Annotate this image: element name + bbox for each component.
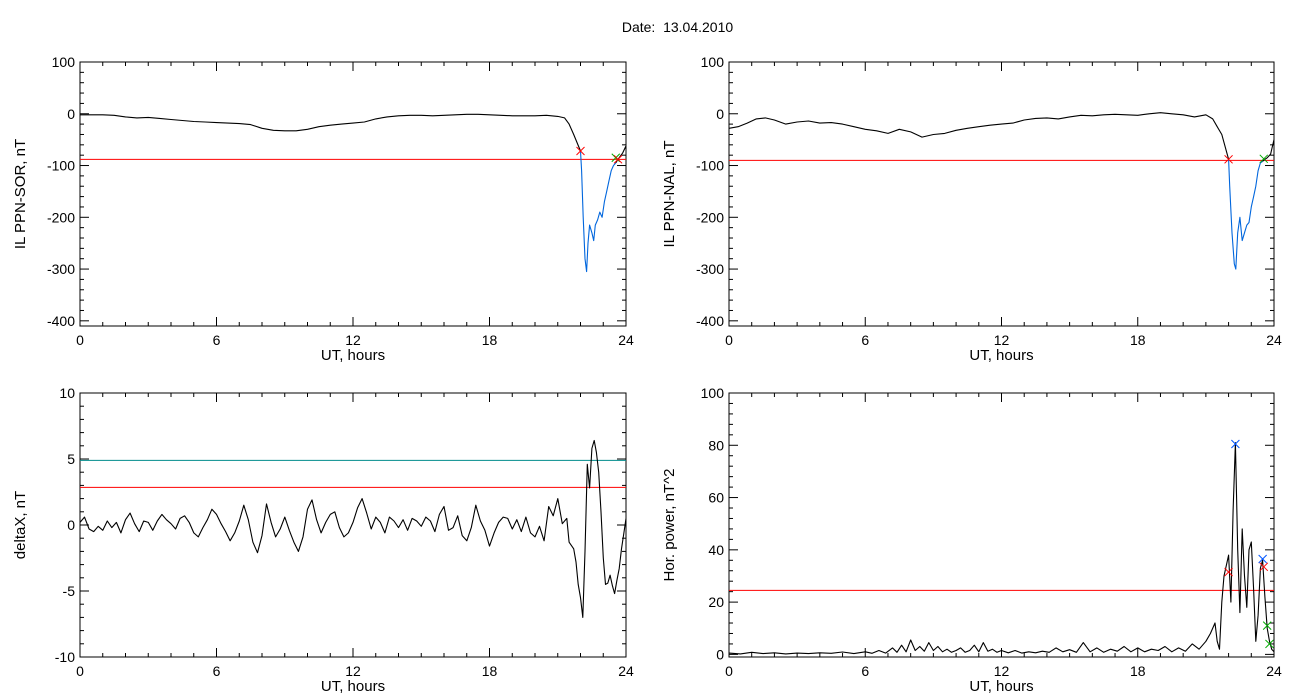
plot-frame bbox=[79, 61, 627, 327]
y-tick-label: 0 bbox=[716, 106, 724, 122]
marker-red bbox=[576, 146, 585, 156]
marker-red bbox=[1224, 567, 1233, 577]
marker-blue bbox=[1231, 439, 1240, 449]
x-tick-label: 12 bbox=[994, 332, 1010, 348]
x-tick-label: 18 bbox=[1130, 332, 1146, 348]
x-tick-label: 24 bbox=[1266, 663, 1282, 679]
y-tick-label: -5 bbox=[63, 583, 76, 599]
x-tick-label: 0 bbox=[76, 663, 84, 679]
panel-il-ppn-nal: 0 6 12 18 24 100 0 -100 -200 -300 -400 UT, hours IL … bbox=[661, 54, 1282, 364]
x-tick-label: 24 bbox=[618, 663, 634, 679]
marker-red bbox=[1259, 562, 1269, 572]
series-line-black-2 bbox=[1262, 139, 1274, 162]
y-tick-label: -200 bbox=[47, 209, 75, 225]
panel-hor-power: 0 6 12 18 24 100 80 60 40 20 0 UT, hours Hor. power,… bbox=[661, 385, 1282, 695]
x-tick-label: 12 bbox=[345, 332, 361, 348]
x-axis-title: UT, hours bbox=[969, 678, 1033, 695]
y-tick-label: 5 bbox=[67, 451, 75, 467]
y-tick-label: 60 bbox=[708, 490, 724, 506]
plot-frame bbox=[728, 61, 1275, 327]
x-tick-label: 18 bbox=[482, 332, 498, 348]
marker-green bbox=[1259, 154, 1269, 164]
x-axis-title: UT, hours bbox=[321, 347, 385, 364]
panel-il-ppn-sor: 0 6 12 18 24 100 0 -100 -200 -300 -400 UT, hours IL … bbox=[12, 54, 634, 364]
panel-deltax: 0 6 12 18 24 10 5 0 -5 -10 UT, hours deltaX, nT bbox=[12, 385, 634, 695]
y-tick-label: -300 bbox=[47, 261, 75, 277]
y-tick-label: 100 bbox=[701, 385, 725, 401]
y-tick-label: 100 bbox=[701, 54, 725, 70]
x-tick-label: 6 bbox=[213, 663, 221, 679]
marker-green bbox=[611, 153, 621, 163]
y-tick-label: 40 bbox=[708, 542, 724, 558]
y-axis-title: deltaX, nT bbox=[12, 491, 29, 559]
marker-green bbox=[1265, 639, 1274, 649]
x-tick-label: 24 bbox=[1266, 332, 1282, 348]
series-line-blue-1 bbox=[1228, 159, 1263, 270]
x-tick-label: 18 bbox=[482, 663, 498, 679]
y-tick-label: -400 bbox=[696, 313, 724, 329]
marker-red bbox=[1224, 154, 1233, 164]
x-tick-label: 6 bbox=[861, 663, 869, 679]
y-tick-label: 0 bbox=[716, 646, 724, 662]
x-tick-label: 18 bbox=[1130, 663, 1146, 679]
x-tick-label: 0 bbox=[76, 332, 84, 348]
x-axis-title: UT, hours bbox=[969, 347, 1033, 364]
series-line-black-0 bbox=[80, 113, 582, 152]
marker-red bbox=[613, 154, 623, 164]
plot-frame bbox=[728, 392, 1275, 658]
x-axis-title: UT, hours bbox=[321, 678, 385, 695]
y-tick-label: -100 bbox=[47, 158, 75, 174]
y-axis-title: IL PPN-SOR, nT bbox=[12, 139, 29, 249]
x-tick-label: 0 bbox=[725, 332, 733, 348]
y-tick-label: 0 bbox=[67, 517, 75, 533]
x-tick-label: 24 bbox=[618, 332, 634, 348]
y-tick-label: -100 bbox=[696, 158, 724, 174]
x-tick-label: 0 bbox=[725, 663, 733, 679]
series-line-black-0 bbox=[80, 439, 626, 618]
x-tick-label: 12 bbox=[994, 663, 1010, 679]
plot-frame bbox=[79, 392, 627, 658]
y-tick-label: 0 bbox=[67, 106, 75, 122]
y-tick-label: 80 bbox=[708, 437, 724, 453]
marker-green bbox=[1262, 621, 1272, 630]
marker-blue bbox=[1258, 554, 1267, 564]
x-tick-label: 12 bbox=[345, 663, 361, 679]
y-tick-label: 10 bbox=[59, 385, 75, 401]
series-line-blue-1 bbox=[579, 150, 617, 273]
y-tick-label: -200 bbox=[696, 209, 724, 225]
y-tick-label: -400 bbox=[47, 313, 75, 329]
series-line-black-0 bbox=[729, 112, 1230, 160]
x-tick-label: 6 bbox=[861, 332, 869, 348]
y-tick-label: 100 bbox=[52, 54, 76, 70]
y-tick-label: -300 bbox=[696, 261, 724, 277]
y-tick-label: 20 bbox=[708, 594, 724, 610]
series-line-black-0 bbox=[729, 442, 1274, 655]
figure-title: Date: 13.04.2010 bbox=[621, 19, 734, 35]
y-axis-title: Hor. power, nT^2 bbox=[661, 469, 678, 582]
y-axis-title: IL PPN-NAL, nT bbox=[661, 141, 678, 248]
x-tick-label: 6 bbox=[213, 332, 221, 348]
y-tick-label: -10 bbox=[55, 649, 75, 665]
